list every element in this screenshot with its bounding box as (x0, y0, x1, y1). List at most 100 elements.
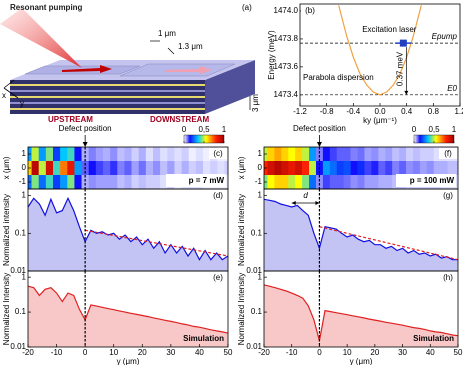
downstream-label: DOWNSTREAM (150, 115, 209, 124)
note: p = 7 mW (189, 176, 225, 185)
y-tick-label: 0 (22, 163, 27, 172)
width-label: 1 μm (158, 29, 176, 38)
colorbar-tick-label: 1 (452, 125, 457, 134)
heatmap-cell (74, 147, 81, 161)
heatmap-cell (281, 175, 288, 189)
heatmap-cell (74, 161, 81, 175)
x-tick-label: 1.2 (454, 107, 463, 116)
laser-label: Excitation laser (362, 25, 417, 34)
y-axis-label: Energy (meV) (267, 30, 276, 80)
heatmap-cell (371, 147, 378, 161)
heatmap-cell (182, 147, 189, 161)
heatmap-cell (167, 147, 174, 161)
heatmap-cell (53, 175, 60, 189)
y-tick-label: 1 (22, 272, 27, 281)
x-tick-label: 50 (224, 348, 233, 357)
x-axis-label: y (μm) (350, 357, 373, 365)
depth-label: 3 μm (251, 94, 260, 112)
heatmap-cell (46, 175, 53, 189)
heatmap-cell (160, 161, 167, 175)
heatmap-cell (309, 175, 316, 189)
heatmap-cell (434, 161, 441, 175)
heatmap-cell (406, 161, 413, 175)
heatmap-cell (330, 175, 337, 189)
y-tick-label: 1474.0 (274, 6, 299, 15)
panel: d0.010.11Normalized intensity(g) (237, 189, 458, 275)
x-tick-label: 0.4 (401, 107, 413, 116)
panel: 00,51Defect position-101x (μm)p = 100 mW… (237, 124, 462, 189)
heatmap-cell (124, 147, 131, 161)
heatmap-cell (174, 147, 181, 161)
heatmap-cell (110, 147, 117, 161)
y-tick-label: -1 (19, 177, 27, 186)
note: Simulation (413, 334, 454, 343)
y-axis-label: Normalized Intensity (237, 273, 246, 345)
heatmap-cell (399, 161, 406, 175)
x-tick-label: 0.8 (428, 107, 440, 116)
heatmap-cell (67, 175, 74, 189)
heatmap-cell (182, 161, 189, 175)
layer (10, 84, 205, 86)
heatmap-cell (32, 175, 39, 189)
y-tick-label: 1473.8 (274, 34, 299, 43)
heatmap-cell (281, 161, 288, 175)
heatmap-cell (344, 147, 351, 161)
x-tick-label: 0.0 (374, 107, 386, 116)
heatmap-cell (146, 147, 153, 161)
heatmap-cell (124, 175, 131, 189)
heatmap-cell (337, 161, 344, 175)
layer (10, 90, 205, 92)
heatmap-cell (103, 147, 110, 161)
plot-frame (300, 4, 460, 106)
panel-label: (a) (242, 3, 252, 12)
heatmap-cell (132, 161, 139, 175)
y-axis-label: Normalized Intensity (2, 273, 11, 345)
heatmap-cell (60, 147, 67, 161)
heatmap-cell (406, 147, 413, 161)
y-axis-label: x (μm) (2, 156, 11, 179)
heatmap-cell (167, 161, 174, 175)
reference-label: Epump (432, 32, 458, 41)
heatmap-cell (60, 175, 67, 189)
panel: 0.010.11-20-1001020304050Normalized Inte… (237, 271, 463, 365)
panel-label: (f) (444, 149, 452, 158)
heatmap-cell (358, 147, 365, 161)
heatmap-cell (351, 161, 358, 175)
x-tick-label: -1.2 (293, 107, 307, 116)
heatmap-cell (378, 175, 385, 189)
heatmap-cell (203, 161, 210, 175)
heatmap-cell (364, 175, 371, 189)
heatmap-cell (146, 161, 153, 175)
heatmap-cell (32, 161, 39, 175)
heatmap-cell (110, 175, 117, 189)
x-tick-label: 0 (83, 348, 88, 357)
heatmap-cell (378, 161, 385, 175)
defect-label: Defect position (293, 124, 346, 133)
heatmap-cell (309, 161, 316, 175)
panel: 00,51Defect position-101x (μm)p = 7 mW(c… (2, 124, 232, 189)
heatmap-cell (32, 147, 39, 161)
panel-label: (g) (443, 191, 453, 200)
colorbar-tick-label: 1 (222, 125, 227, 134)
x-tick-label: 40 (426, 348, 435, 357)
panel-label: (b) (305, 6, 315, 15)
heatmap-cell (89, 147, 96, 161)
x-tick-label: -20 (258, 348, 270, 357)
x-tick-label: 20 (370, 348, 379, 357)
y-tick-label: 1 (22, 149, 27, 158)
dimension-arrow (168, 48, 174, 54)
panel-label: (d) (213, 191, 223, 200)
heatmap-cell (392, 161, 399, 175)
y-tick-label: 1 (258, 149, 263, 158)
heatmap-cell (288, 161, 295, 175)
heatmap-cell (67, 147, 74, 161)
heatmap-cell (281, 147, 288, 161)
arrow-head (83, 142, 88, 147)
heatmap-cell (217, 161, 224, 175)
heatmap-cell (210, 161, 217, 175)
heatmap-cell (302, 175, 309, 189)
y-tick-label: 1 (258, 272, 263, 281)
heatmap-cell (139, 161, 146, 175)
axis-label: x (2, 91, 6, 100)
